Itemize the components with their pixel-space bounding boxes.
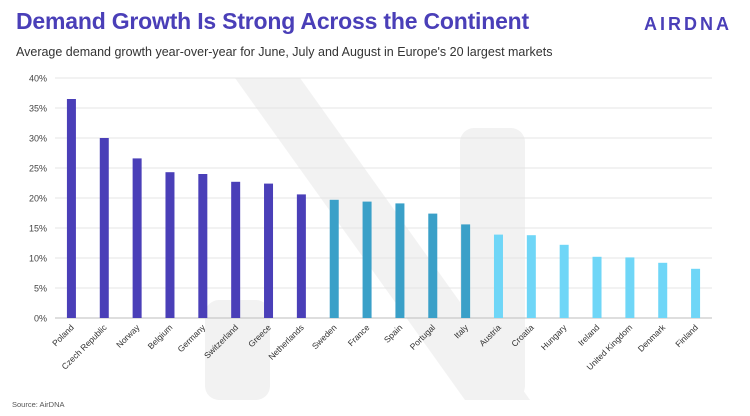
y-tick-label: 25% [29, 164, 47, 174]
bar-finland [691, 268, 701, 318]
gridlines [55, 77, 712, 319]
y-tick-label: 10% [29, 254, 47, 264]
bar-germany [198, 174, 208, 318]
watermark-logo [205, 78, 530, 400]
y-tick-label: 0% [34, 314, 47, 324]
bar-hungary [559, 244, 569, 318]
bar-austria [493, 234, 503, 318]
bar-sweden [329, 199, 339, 318]
bar-portugal [428, 213, 438, 318]
bar-norway [132, 158, 142, 318]
x-tick-label: Belgium [146, 322, 175, 351]
bar-ireland [592, 256, 602, 318]
source-note: Source: AirDNA [12, 400, 65, 409]
y-axis: 0% 5% 10% 15% 20% 25% 30% 35% 40% [29, 74, 47, 324]
x-tick-label: Hungary [539, 322, 569, 352]
x-tick-label: Spain [382, 322, 405, 345]
x-tick-label: Ireland [576, 322, 602, 348]
x-tick-label: France [346, 322, 372, 348]
chart-title: Demand Growth Is Strong Across the Conti… [16, 8, 529, 34]
bars [66, 99, 701, 318]
y-tick-label: 35% [29, 104, 47, 114]
brand-logo: AIRDNA [644, 14, 732, 34]
bar-czech-republic [99, 138, 109, 318]
x-tick-label: Finland [673, 322, 700, 349]
x-tick-label: Norway [114, 322, 142, 350]
y-tick-label: 5% [34, 284, 47, 294]
bar-netherlands [296, 194, 306, 318]
bar-denmark [658, 262, 668, 318]
x-tick-label: Netherlands [266, 322, 305, 361]
bar-switzerland [231, 181, 241, 318]
bar-belgium [165, 172, 175, 318]
bar-italy [461, 224, 471, 318]
x-tick-label: Poland [50, 322, 76, 348]
x-tick-label: Denmark [636, 322, 668, 354]
x-tick-label: Germany [175, 322, 207, 354]
y-tick-label: 20% [29, 194, 47, 204]
bar-united-kingdom [625, 257, 635, 318]
chart-subtitle: Average demand growth year-over-year for… [16, 45, 553, 59]
y-tick-label: 30% [29, 134, 47, 144]
bar-spain [395, 203, 405, 318]
bar-france [362, 201, 372, 318]
y-tick-label: 40% [29, 74, 47, 84]
x-tick-label: Sweden [310, 322, 339, 351]
y-tick-label: 15% [29, 224, 47, 234]
bar-croatia [526, 235, 536, 318]
bar-greece [264, 183, 274, 318]
bar-poland [66, 99, 76, 318]
